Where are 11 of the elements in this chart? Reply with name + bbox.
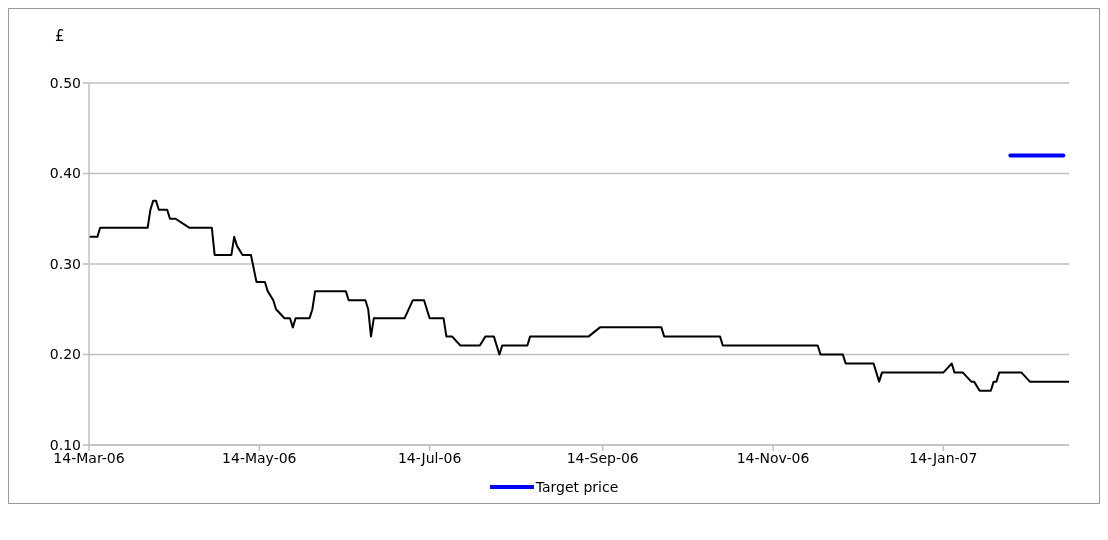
y-tick-label: 0.30 [49, 255, 81, 272]
y-tick-label: 0.20 [49, 346, 81, 363]
x-tick-label: 14-Jul-06 [397, 449, 462, 466]
x-tick-label: 14-Jan-07 [909, 449, 978, 466]
legend-label: Target price [535, 479, 619, 495]
y-tick-label: 0.50 [49, 74, 81, 91]
x-tick-label: 14-Nov-06 [736, 449, 810, 466]
x-tick-label: 14-May-06 [222, 449, 297, 466]
x-tick-label: 14-Sep-06 [566, 449, 639, 466]
y-axis-title: £ [55, 27, 65, 45]
y-tick-label: 0.40 [49, 165, 81, 182]
